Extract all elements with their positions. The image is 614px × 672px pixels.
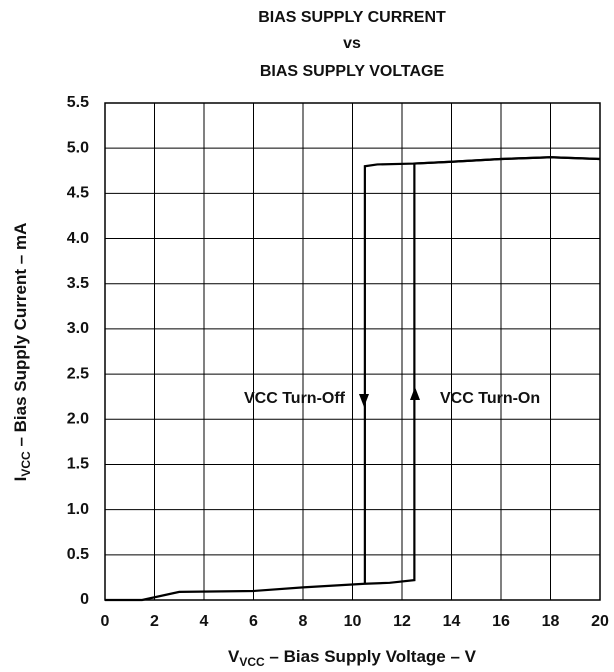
y-label-sub: VCC <box>19 451 33 477</box>
chart-title: vs <box>343 35 361 52</box>
y-label-rest: – Bias Supply Current – mA <box>11 223 30 452</box>
y-tick-label: 5.5 <box>67 94 89 111</box>
y-tick-label: 4.0 <box>67 230 89 247</box>
x-tick-label: 14 <box>443 613 461 630</box>
chart-title: BIAS SUPPLY CURRENT <box>258 9 446 26</box>
x-tick-label: 6 <box>249 613 258 630</box>
y-tick-label: 2.0 <box>67 410 89 427</box>
x-label-sub: VCC <box>239 655 265 669</box>
y-tick-label: 3.5 <box>67 275 89 292</box>
x-axis-label: VVCC – Bias Supply Voltage – V <box>228 647 477 669</box>
x-label-main: V <box>228 647 240 666</box>
y-tick-label: 2.5 <box>67 365 89 382</box>
chart-title: BIAS SUPPLY VOLTAGE <box>260 63 445 80</box>
x-tick-label: 20 <box>591 613 609 630</box>
series-line <box>363 156 601 584</box>
x-tick-label: 18 <box>542 613 560 630</box>
y-axis-label: IVCC – Bias Supply Current – mA <box>11 223 33 482</box>
plot-frame <box>104 102 601 601</box>
y-tick-label: 1.5 <box>67 456 89 473</box>
y-tick-label: 3.0 <box>67 320 89 337</box>
y-label-main: I <box>11 477 30 482</box>
annotation: VCC Turn-Off <box>244 390 346 407</box>
x-tick-label: 4 <box>200 613 209 630</box>
y-tick-label: 0 <box>80 591 89 608</box>
x-tick-label: 0 <box>101 613 110 630</box>
x-tick-label: 8 <box>299 613 308 630</box>
x-tick-label: 12 <box>393 613 411 630</box>
x-label-rest: – Bias Supply Voltage – V <box>265 647 477 666</box>
y-tick-label: 1.0 <box>67 501 89 518</box>
x-tick-label: 16 <box>492 613 510 630</box>
annotation: VCC Turn-On <box>440 390 540 407</box>
x-tick-label: 10 <box>344 613 362 630</box>
y-tick-label: 0.5 <box>67 546 89 563</box>
y-tick-label: 4.5 <box>67 185 89 202</box>
y-tick-label: 5.0 <box>67 139 89 156</box>
x-tick-label: 2 <box>150 613 159 630</box>
